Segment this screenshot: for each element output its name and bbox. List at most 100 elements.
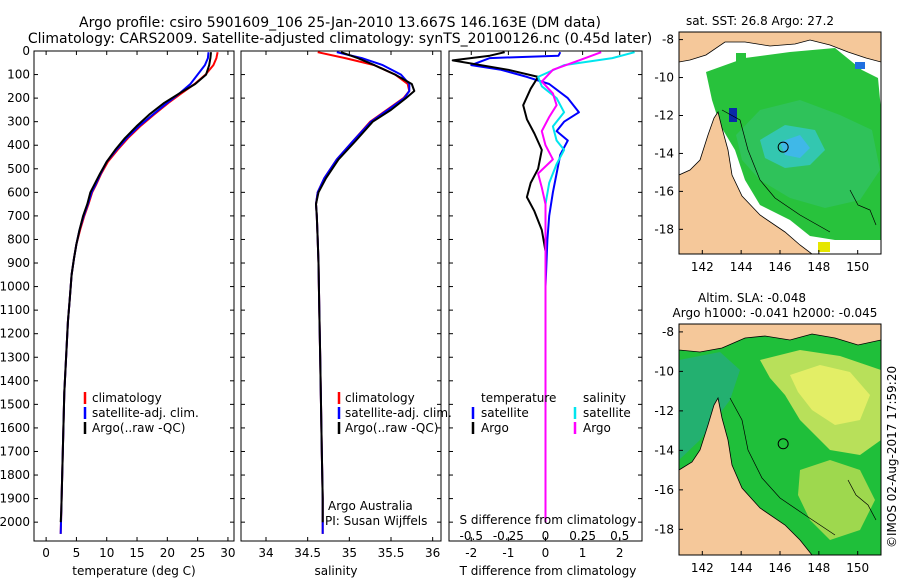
- x-tick-label: 30: [220, 546, 235, 560]
- y-tick-label: 600: [7, 185, 30, 199]
- map-top-coral-sea-contour: [849, 189, 877, 226]
- y-tick-label: 100: [7, 68, 30, 82]
- map-bottom-coral-sea-contour: [847, 479, 877, 521]
- x-tick-label-s: 0: [542, 529, 550, 543]
- map-y-tick-label: -16: [654, 483, 674, 497]
- map-bottom: [679, 324, 881, 555]
- legend-climatology-label: climatology: [345, 391, 415, 405]
- map-top-cold-pixel: [729, 108, 737, 122]
- legend-s-satellite-label: satellite: [583, 406, 631, 420]
- y-tick-label: 900: [7, 256, 30, 270]
- series-temperature-satellite: [470, 51, 580, 523]
- y-tick-label: 400: [7, 138, 30, 152]
- map-top-sst-coldest-patch: [780, 135, 810, 158]
- y-tick-label: 1200: [0, 327, 30, 341]
- map-bottom-sla-low: [679, 352, 740, 460]
- title-line-2: Climatology: CARS2009. Satellite-adjuste…: [28, 31, 652, 47]
- difference-series: [451, 51, 635, 523]
- x-tick-label: 15: [129, 546, 144, 560]
- x-tick-label: 35: [342, 546, 357, 560]
- map-top-title: sat. SST: 26.8 Argo: 27.2: [686, 14, 834, 28]
- x-tick-label: 35.5: [378, 546, 405, 560]
- series-argo-raw-qc-: [315, 51, 416, 523]
- map-y-tick-label: -10: [654, 364, 674, 378]
- map-top-axes: 142 144 146 148 150 -8 -10 -12 -14 -16 -18: [654, 33, 869, 274]
- y-tick-label: 1800: [0, 468, 30, 482]
- y-tick-label: 1900: [0, 492, 30, 506]
- depth-axis: 0 100 200 300 400 500 600 700 800 900 1000 1100 1200…: [0, 44, 642, 529]
- map-y-tick-label: -8: [662, 325, 674, 339]
- x-tick-label: 34.5: [294, 546, 321, 560]
- x-tick-label: -1: [502, 546, 514, 560]
- x-tick-label: 2: [616, 546, 624, 560]
- map-x-tick-label: 146: [769, 561, 792, 575]
- legend-t-argo-label: Argo: [481, 421, 509, 435]
- map-bottom-axes: 142 144 146 148 150 -8 -10 -12 -14 -16 -18: [654, 325, 869, 575]
- map-bottom-title-1: Altim. SLA: -0.048: [698, 291, 806, 305]
- map-bottom-australia: [679, 396, 813, 555]
- x-tick-label-s: -0.5: [460, 529, 483, 543]
- map-x-tick-label: 144: [730, 260, 753, 274]
- temperature-x-axis: 0 5 10 15 20 25 30: [42, 51, 236, 560]
- map-bottom-sla-high-south: [798, 460, 875, 540]
- y-tick-label: 300: [7, 115, 30, 129]
- map-x-tick-label: 148: [807, 561, 830, 575]
- map-x-tick-label: 150: [846, 260, 869, 274]
- legend-satellite-label: satellite-adj. clim.: [92, 406, 199, 420]
- x-tick-label: 36: [425, 546, 440, 560]
- map-x-tick-label: 144: [730, 561, 753, 575]
- map-top-cold-pixel-2: [855, 62, 865, 69]
- legend-salinity-title: salinity: [583, 391, 626, 405]
- map-y-tick-label: -10: [654, 71, 674, 85]
- map-x-tick-label: 142: [691, 561, 714, 575]
- x-tick-label: 34: [258, 546, 273, 560]
- map-bottom-float-marker: [777, 438, 789, 450]
- map-y-tick-label: -16: [654, 184, 674, 198]
- legend-argo-label: Argo(..raw -QC): [92, 421, 185, 435]
- salinity-legend: climatology satellite-adj. clim. Argo(..…: [337, 391, 452, 435]
- x-tick-label: 25: [190, 546, 205, 560]
- map-top-warm-pixel: [818, 242, 830, 252]
- salinity-panel: [240, 50, 442, 542]
- x-tick-label: 5: [73, 546, 81, 560]
- credit-line-2: PI: Susan Wijffels: [325, 514, 427, 528]
- series-argo-raw-qc-: [59, 52, 212, 523]
- x-tick-label: -2: [465, 546, 477, 560]
- t-difference-xlabel: T difference from climatology: [459, 564, 637, 578]
- timestamp: ©IMOS 02-Aug-2017 17:59:20: [885, 366, 899, 548]
- s-difference-xlabel: S difference from climatology: [460, 513, 637, 527]
- map-top-island-pixel: [736, 53, 746, 62]
- difference-x-axis: -2 -1 0 1 2 -0.5 -0.25 0 0.25 0.5: [460, 51, 629, 560]
- temperature-panel: [33, 50, 235, 542]
- y-tick-label: 1100: [0, 303, 30, 317]
- map-x-tick-label: 142: [691, 260, 714, 274]
- y-tick-label: 1600: [0, 421, 30, 435]
- legend-satellite-label: satellite-adj. clim.: [345, 406, 452, 420]
- x-tick-label: 1: [579, 546, 587, 560]
- map-y-tick-label: -8: [662, 33, 674, 47]
- temperature-legend: climatology satellite-adj. clim. Argo(..…: [83, 391, 199, 435]
- y-tick-label: 1700: [0, 444, 30, 458]
- y-tick-label: 800: [7, 232, 30, 246]
- credit-line-1: Argo Australia: [328, 499, 413, 513]
- y-tick-label: 0: [22, 44, 30, 58]
- title-line-1: Argo profile: csiro 5901609_106 25-Jan-2…: [79, 15, 601, 31]
- map-top-float-marker: [777, 141, 789, 153]
- y-tick-label: 1000: [0, 280, 30, 294]
- series-salinity-argo: [537, 51, 602, 523]
- x-tick-label: 10: [99, 546, 114, 560]
- y-tick-label: 700: [7, 209, 30, 223]
- legend-t-satellite-label: satellite: [481, 406, 529, 420]
- y-tick-label: 1300: [0, 350, 30, 364]
- y-tick-label: 500: [7, 162, 30, 176]
- salinity-series: [315, 51, 416, 534]
- map-y-tick-label: -12: [654, 404, 674, 418]
- y-tick-label: 2000: [0, 515, 30, 529]
- x-tick-label: 20: [160, 546, 175, 560]
- map-y-tick-label: -14: [654, 146, 674, 160]
- temperature-series: [59, 52, 219, 534]
- legend-s-argo-label: Argo: [583, 421, 611, 435]
- temperature-xlabel: temperature (deg C): [72, 564, 195, 578]
- salinity-xlabel: salinity: [314, 564, 357, 578]
- x-tick-label: 0: [42, 546, 50, 560]
